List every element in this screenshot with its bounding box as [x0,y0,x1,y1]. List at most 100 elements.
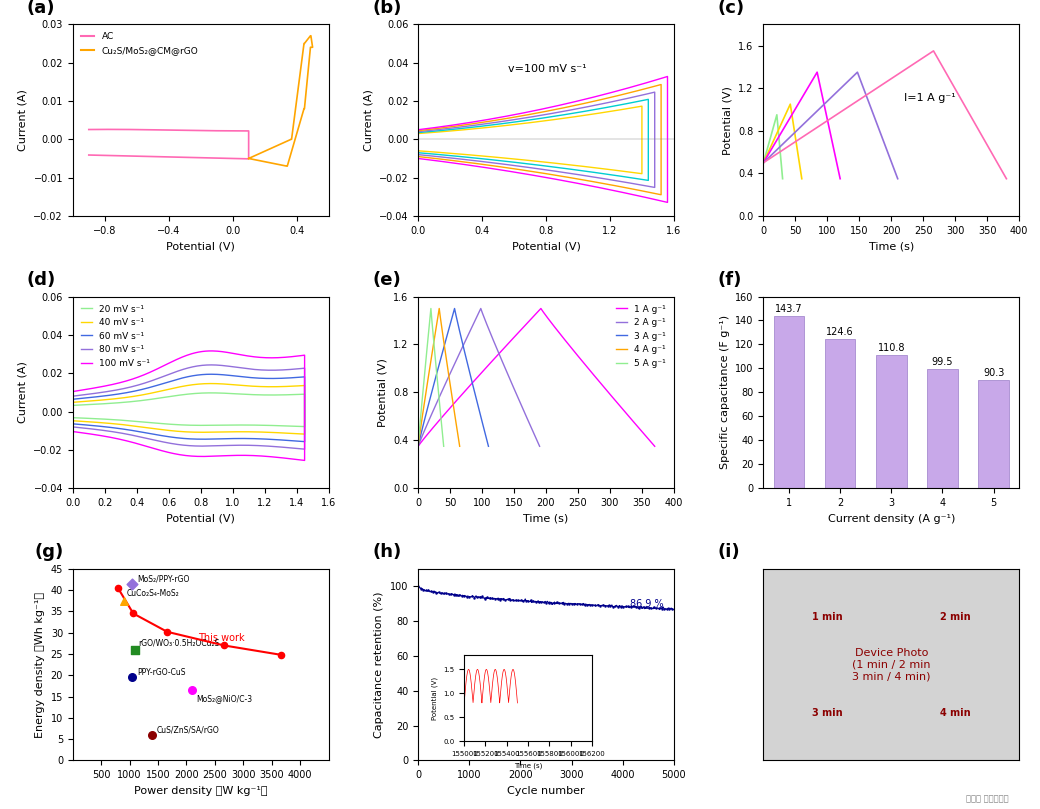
Text: 公众号 石墨烯研究: 公众号 石墨烯研究 [966,794,1009,803]
100 mV s⁻¹ [67,387,79,396]
Text: (d): (d) [27,271,56,289]
2 A g⁻¹ [412,442,424,451]
100 mV s⁻¹ [219,347,232,357]
Point [215,639,232,652]
Text: 1 min: 1 min [812,612,842,621]
2 A g⁻¹ [528,430,541,439]
60 mV s⁻¹ [67,419,79,429]
4 A g⁻¹ [433,303,445,313]
Text: 143.7: 143.7 [775,303,803,314]
100 mV s⁻¹ [205,346,217,356]
1 A g⁻¹ [630,420,643,430]
40 mV s⁻¹ [123,392,135,402]
80 mV s⁻¹ [193,441,206,451]
1 A g⁻¹ [422,429,435,438]
X-axis label: Time (s): Time (s) [523,514,569,523]
4 A g⁻¹ [412,442,424,451]
Point [110,582,127,595]
Line: 60 mV s⁻¹: 60 mV s⁻¹ [73,375,305,442]
5 A g⁻¹ [417,388,430,397]
Text: (i): (i) [718,543,740,561]
Text: MoS₂/PPY-rGO: MoS₂/PPY-rGO [137,574,189,583]
1 A g⁻¹ [535,303,547,313]
4 A g⁻¹ [451,430,464,439]
Point [145,728,161,741]
2 A g⁻¹ [534,442,546,451]
Text: (g): (g) [34,543,63,561]
Y-axis label: Energy density （Wh kg⁻¹）: Energy density （Wh kg⁻¹） [35,591,45,738]
Point [115,595,132,608]
Text: (e): (e) [372,271,400,289]
X-axis label: Cycle number: Cycle number [508,786,584,796]
3 A g⁻¹ [479,430,492,439]
100 mV s⁻¹ [252,353,264,362]
3 A g⁻¹ [416,423,428,433]
60 mV s⁻¹ [219,370,232,379]
Text: v=100 mV s⁻¹: v=100 mV s⁻¹ [508,64,587,74]
80 mV s⁻¹ [67,392,79,401]
Point [125,607,141,620]
Text: MoS₂@NiO/C-3: MoS₂@NiO/C-3 [197,694,253,703]
40 mV s⁻¹ [191,427,204,437]
X-axis label: Current density (A g⁻¹): Current density (A g⁻¹) [828,514,955,523]
Y-axis label: Specific capacitance (F g⁻¹): Specific capacitance (F g⁻¹) [720,316,730,469]
100 mV s⁻¹ [191,451,204,461]
20 mV s⁻¹ [123,397,135,407]
3 A g⁻¹ [483,442,495,451]
4 A g⁻¹ [414,429,426,438]
Text: (h): (h) [372,543,401,561]
80 mV s⁻¹ [123,383,135,392]
Text: Device Photo
(1 min / 2 min
3 min / 4 min): Device Photo (1 min / 2 min 3 min / 4 mi… [852,648,931,681]
Text: rGO/WO₃·0.5H₂OCu₂S: rGO/WO₃·0.5H₂OCu₂S [138,638,219,647]
Text: 2 min: 2 min [940,612,970,621]
4 A g⁻¹ [420,388,433,397]
2 A g⁻¹ [445,366,458,375]
80 mV s⁻¹ [252,365,264,375]
Text: (a): (a) [27,0,55,17]
20 mV s⁻¹ [205,388,217,398]
80 mV s⁻¹ [205,360,217,370]
Legend: 1 A g⁻¹, 2 A g⁻¹, 3 A g⁻¹, 4 A g⁻¹, 5 A g⁻¹: 1 A g⁻¹, 2 A g⁻¹, 3 A g⁻¹, 4 A g⁻¹, 5 A … [613,301,670,371]
X-axis label: Potential (V): Potential (V) [512,241,580,252]
80 mV s⁻¹ [298,444,311,454]
3 A g⁻¹ [425,388,438,397]
Text: 99.5: 99.5 [932,357,954,366]
X-axis label: Time (s): Time (s) [868,241,914,252]
20 mV s⁻¹ [252,390,264,400]
40 mV s⁻¹ [205,379,217,388]
1 A g⁻¹ [412,442,424,451]
Text: 90.3: 90.3 [983,367,1005,378]
Legend: 20 mV s⁻¹, 40 mV s⁻¹, 60 mV s⁻¹, 80 mV s⁻¹, 100 mV s⁻¹: 20 mV s⁻¹, 40 mV s⁻¹, 60 mV s⁻¹, 80 mV s… [77,301,154,371]
Point [272,648,289,661]
5 A g⁻¹ [414,423,426,433]
2 A g⁻¹ [417,429,430,438]
80 mV s⁻¹ [219,361,232,371]
Text: 110.8: 110.8 [878,343,905,353]
3 A g⁻¹ [432,366,444,375]
5 A g⁻¹ [413,429,425,438]
40 mV s⁻¹ [67,397,79,407]
40 mV s⁻¹ [298,430,311,439]
60 mV s⁻¹ [298,437,311,447]
40 mV s⁻¹ [237,427,250,437]
1 A g⁻¹ [649,442,661,451]
2 A g⁻¹ [436,388,448,397]
Text: I=1 A g⁻¹: I=1 A g⁻¹ [904,93,956,103]
20 mV s⁻¹ [191,421,204,430]
Text: PPY-rGO-CuS: PPY-rGO-CuS [137,668,185,677]
20 mV s⁻¹ [67,400,79,410]
20 mV s⁻¹ [237,420,250,430]
Point [127,643,144,656]
60 mV s⁻¹ [193,434,206,444]
2 A g⁻¹ [419,423,432,433]
5 A g⁻¹ [438,442,450,451]
X-axis label: Potential (V): Potential (V) [166,514,235,523]
5 A g⁻¹ [412,442,424,451]
Legend: AC, Cu₂S/MoS₂@CM@rGO: AC, Cu₂S/MoS₂@CM@rGO [77,29,202,58]
Point [124,577,140,590]
60 mV s⁻¹ [191,434,204,444]
1 A g⁻¹ [477,366,490,375]
100 mV s⁻¹ [123,375,135,385]
80 mV s⁻¹ [191,441,204,451]
3 A g⁻¹ [415,429,427,438]
